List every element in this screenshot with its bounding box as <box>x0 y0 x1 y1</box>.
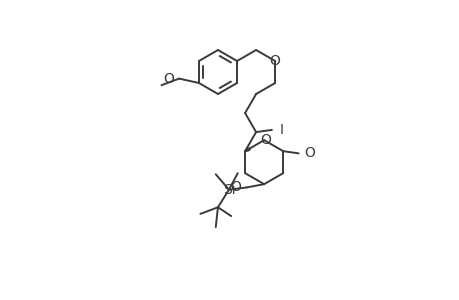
Text: O: O <box>163 72 174 86</box>
Text: O: O <box>230 181 241 194</box>
Text: O: O <box>269 54 280 68</box>
Text: O: O <box>260 133 271 147</box>
Text: O: O <box>304 146 315 161</box>
Text: Si: Si <box>222 183 235 197</box>
Text: I: I <box>279 123 283 137</box>
